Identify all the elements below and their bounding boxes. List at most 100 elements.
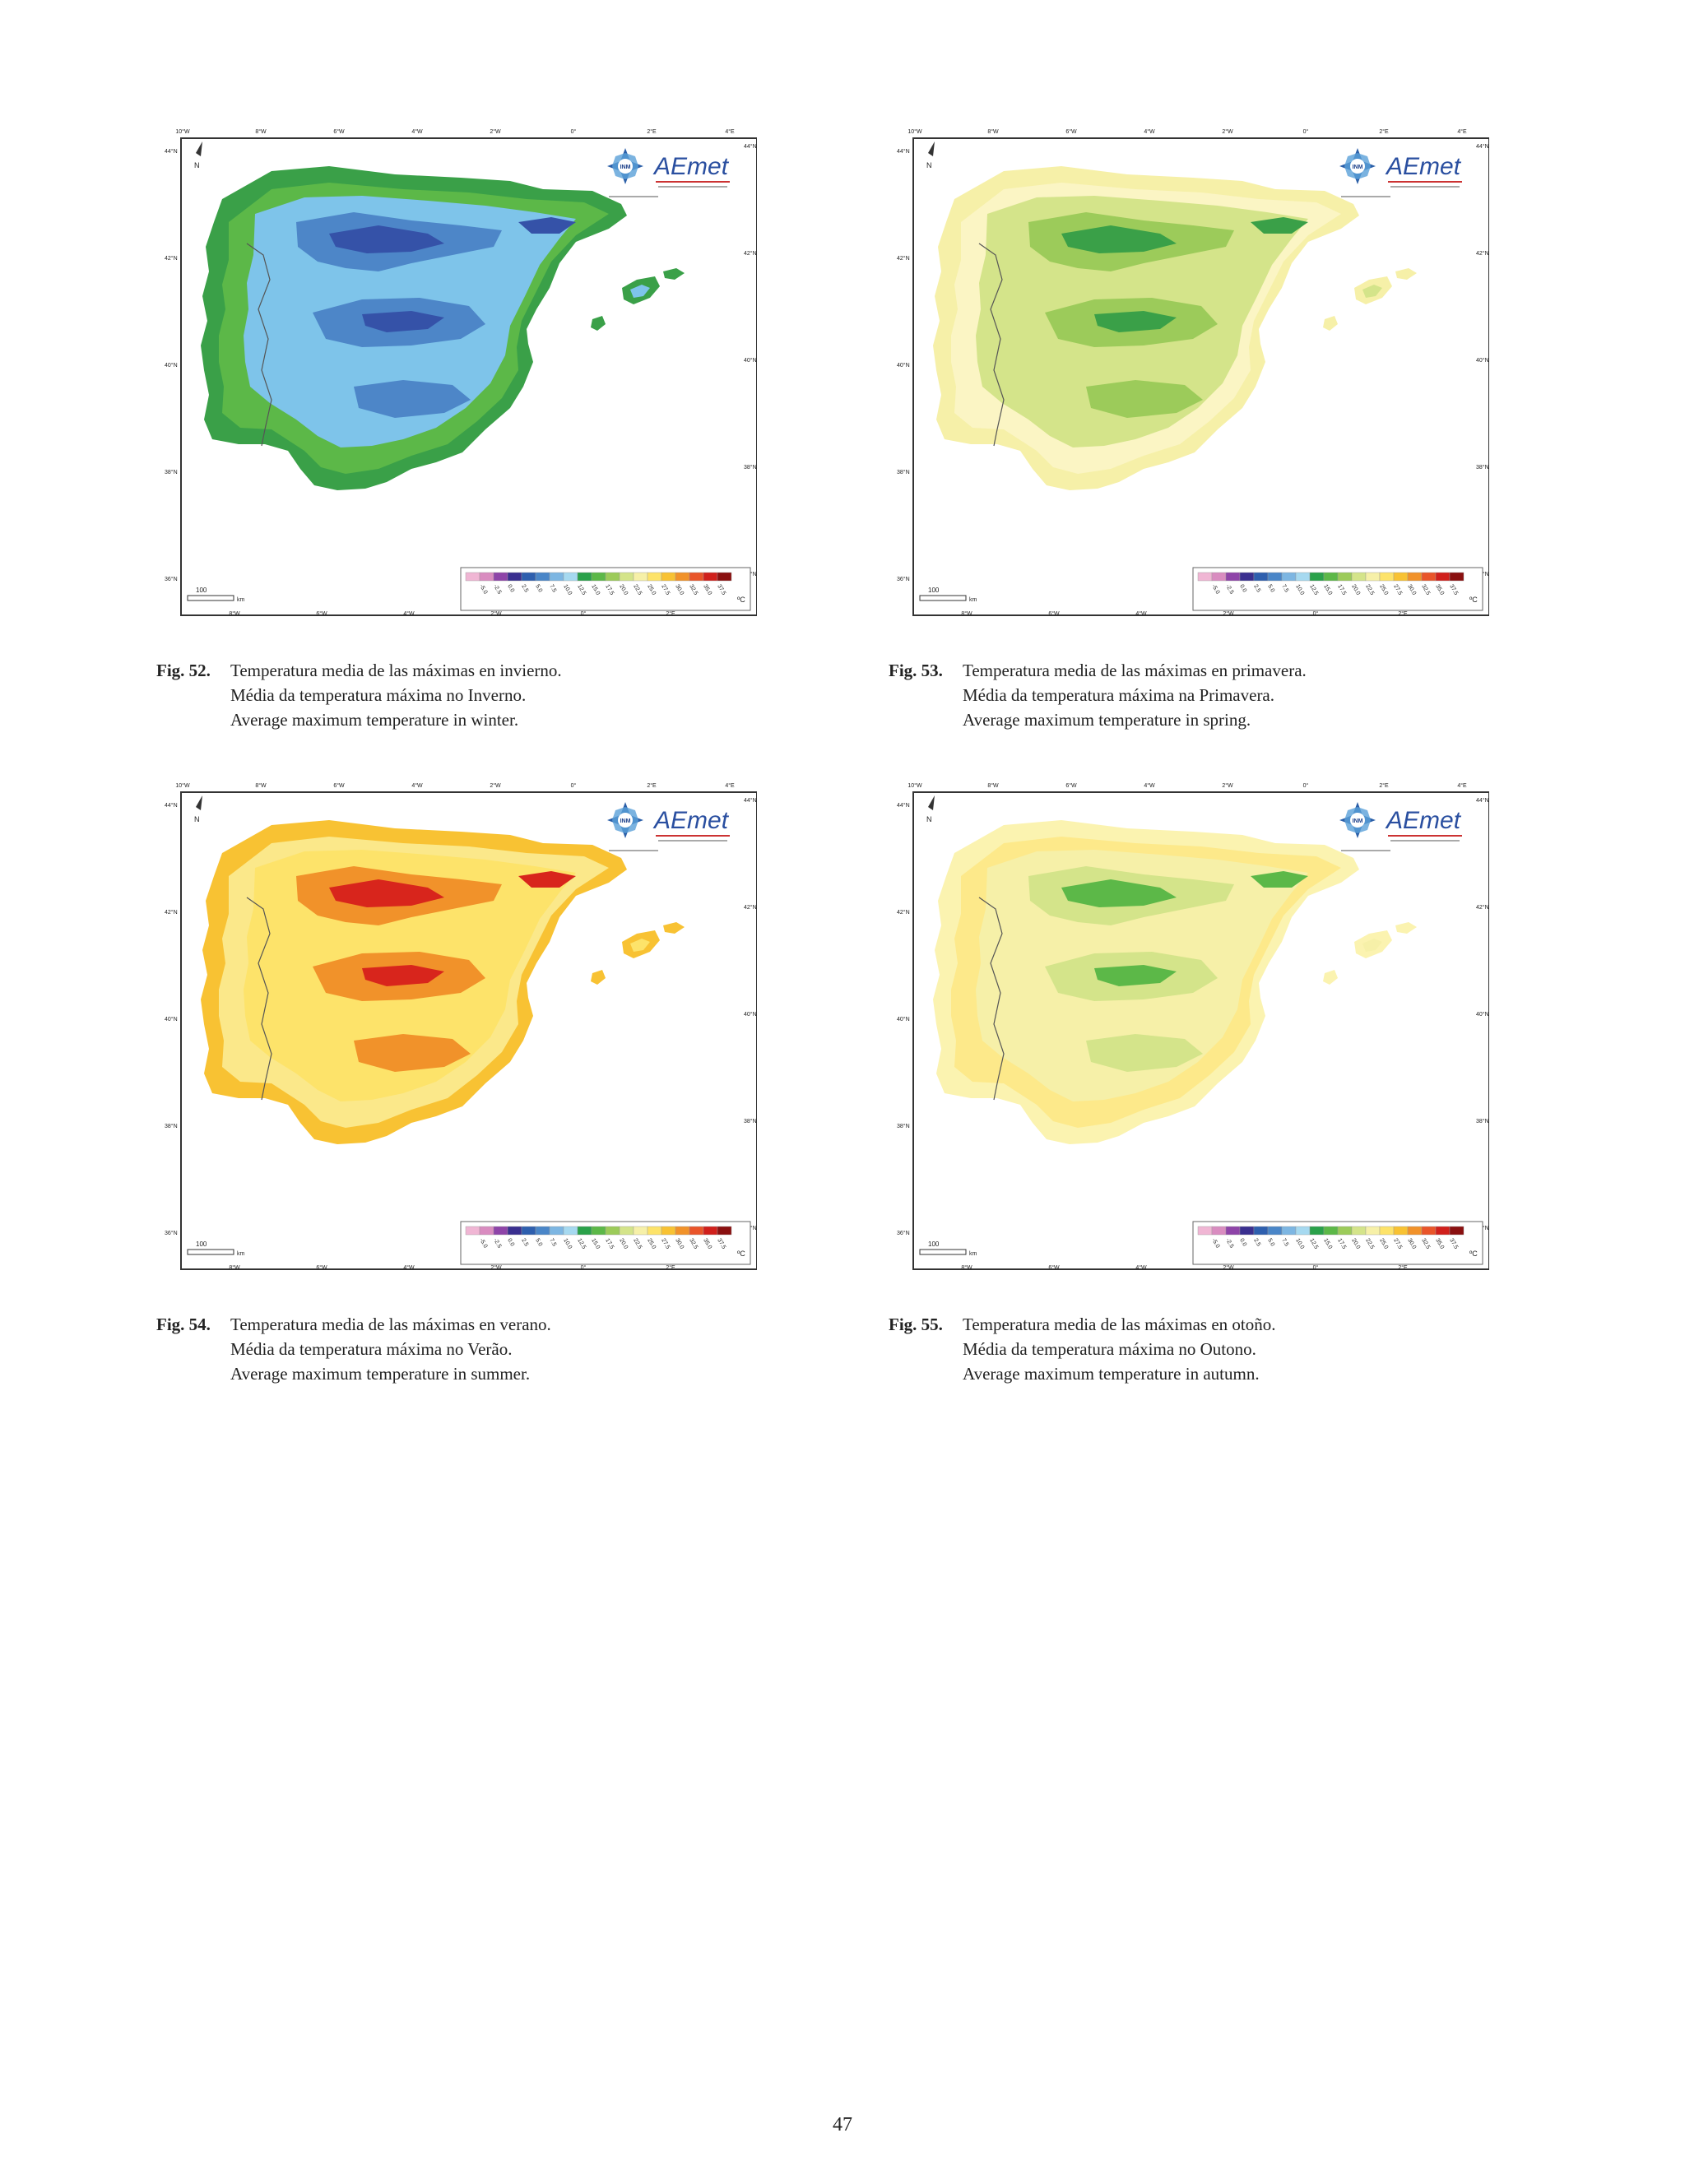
legend-swatch xyxy=(1281,1226,1297,1236)
legend-swatch xyxy=(703,572,718,582)
legend-swatch xyxy=(1309,572,1325,582)
latitude-tick-label: 42°N xyxy=(1476,904,1489,911)
aemet-logo: INM AEmet xyxy=(1339,148,1462,197)
latitude-tick-label: 44°N xyxy=(1476,143,1489,150)
latitude-tick-label: 36°N xyxy=(897,1230,910,1236)
legend-swatch xyxy=(689,1226,704,1236)
legend-swatch xyxy=(1281,572,1297,582)
longitude-ticks-bottom: 8°W 6°W 4°W 2°W 0° 2°E xyxy=(961,610,1408,617)
longitude-tick-label: 6°W xyxy=(316,610,327,617)
legend-swatch xyxy=(1379,1226,1395,1236)
latitude-tick-label: 38°N xyxy=(897,469,910,475)
legend-swatch xyxy=(689,572,704,582)
latitude-tick-label: 38°N xyxy=(165,1123,178,1129)
figure-panel: 10°W 8°W 6°W 4°W 2°W 0° 2°E 4°E 8°W 6°W 4°W 2°W 0° 2… xyxy=(889,777,1489,1384)
temperature-map: 10°W 8°W 6°W 4°W 2°W 0° 2°E 4°E 8°W 6°W 4°W 2°W 0° 2… xyxy=(897,782,1489,1271)
caption-line: Average maximum temperature in spring. xyxy=(963,710,1251,730)
latitude-tick-label: 40°N xyxy=(897,362,910,369)
latitude-tick-label: 36°N xyxy=(897,576,910,582)
legend-swatch xyxy=(1449,572,1465,582)
latitude-tick-label: 42°N xyxy=(744,904,757,911)
latitude-tick-label: 42°N xyxy=(744,250,757,257)
legend-value: 0.0 xyxy=(506,1238,515,1248)
aemet-logo: INM AEmet xyxy=(607,148,730,197)
legend-value: 5.0 xyxy=(534,584,543,594)
latitude-tick-label: 44°N xyxy=(744,797,757,804)
longitude-tick-label: 6°W xyxy=(333,128,345,135)
latitude-tick-label: 38°N xyxy=(744,464,757,471)
page-number: 47 xyxy=(833,2114,852,2135)
legend-swatch xyxy=(479,572,494,582)
legend-swatch xyxy=(633,1226,648,1236)
svg-text:km: km xyxy=(969,1251,977,1257)
longitude-tick-label: 4°W xyxy=(411,128,423,135)
temperature-legend: -5.0 -2.5 0.0 2.5 5.0 7.5 10.0 12.5 15.0 17.5 20.0… xyxy=(460,1221,751,1265)
longitude-tick-label: 0° xyxy=(581,610,587,617)
legend-swatch xyxy=(633,572,648,582)
latitude-tick-label: 36°N xyxy=(165,576,178,582)
legend-swatch xyxy=(1393,1226,1409,1236)
legend-swatch xyxy=(1211,572,1227,582)
caption-line: Média da temperatura máxima no Outono. xyxy=(963,1339,1256,1359)
longitude-tick-label: 6°W xyxy=(1048,610,1060,617)
legend-swatch xyxy=(619,1226,634,1236)
latitude-tick-label: 40°N xyxy=(897,1016,910,1022)
legend-swatch xyxy=(591,572,606,582)
scale-bar: 100 km xyxy=(187,1240,245,1257)
temperature-legend: -5.0 -2.5 0.0 2.5 5.0 7.5 10.0 12.5 15.0 17.5 20.0… xyxy=(1192,567,1483,611)
longitude-tick-label: 2°W xyxy=(1222,782,1233,789)
legend-swatch xyxy=(1407,572,1423,582)
legend-swatch xyxy=(507,572,522,582)
legend-swatch xyxy=(479,1226,494,1236)
legend-swatch xyxy=(661,572,676,582)
svg-text:AEmet: AEmet xyxy=(1385,153,1462,180)
legend-value: 2.5 xyxy=(1252,1238,1261,1248)
longitude-ticks-top: 10°W 8°W 6°W 4°W 2°W 0° 2°E 4°E xyxy=(175,128,735,135)
iberian-peninsula xyxy=(201,166,627,490)
legend-swatch xyxy=(465,572,480,582)
legend-value: 5.0 xyxy=(1266,584,1275,594)
longitude-tick-label: 4°W xyxy=(1144,782,1155,789)
latitude-tick-label: 38°N xyxy=(744,1118,757,1124)
legend-swatch xyxy=(647,572,662,582)
legend-value: 2.5 xyxy=(520,584,529,594)
caption-line: Média da temperatura máxima na Primavera… xyxy=(963,685,1275,705)
legend-swatch xyxy=(535,572,550,582)
figure-panel: 10°W 8°W 6°W 4°W 2°W 0° 2°E 4°E 8°W 6°W 4°W 2°W 0° 2… xyxy=(889,123,1489,730)
figure-caption: Fig. 55. Temperatura media de las máxima… xyxy=(889,1312,1514,1394)
figure-number: Fig. 55. xyxy=(889,1315,943,1334)
longitude-tick-label: 8°W xyxy=(229,610,240,617)
svg-text:km: km xyxy=(237,1251,245,1257)
longitude-ticks-top: 10°W 8°W 6°W 4°W 2°W 0° 2°E 4°E xyxy=(907,128,1467,135)
legend-swatch xyxy=(563,1226,578,1236)
longitude-tick-label: 0° xyxy=(1303,128,1309,135)
legend-swatch xyxy=(1225,1226,1241,1236)
legend-swatch xyxy=(1267,1226,1283,1236)
longitude-tick-label: 6°W xyxy=(1065,128,1077,135)
latitude-tick-label: 44°N xyxy=(165,802,178,809)
longitude-tick-label: 2°E xyxy=(666,610,675,617)
caption-line: Média da temperatura máxima no Verão. xyxy=(230,1339,513,1359)
caption-line: Média da temperatura máxima no Inverno. xyxy=(230,685,527,705)
north-arrow-icon: N xyxy=(926,141,935,169)
longitude-tick-label: 4°W xyxy=(403,610,415,617)
scale-bar: 100 km xyxy=(919,587,977,603)
balearic-islands xyxy=(591,268,685,331)
caption-line: Temperatura media de las máximas en otoñ… xyxy=(963,1315,1276,1334)
latitude-ticks-left: 44°N 42°N 40°N 38°N 36°N xyxy=(165,802,178,1236)
longitude-tick-label: 2°E xyxy=(647,128,657,135)
caption-line: Temperatura media de las máximas en prim… xyxy=(963,661,1307,680)
legend-swatch xyxy=(1267,572,1283,582)
svg-text:INM: INM xyxy=(620,818,631,824)
iberian-peninsula xyxy=(201,820,627,1144)
longitude-tick-label: 6°W xyxy=(1048,1264,1060,1271)
aemet-logo: INM AEmet xyxy=(607,802,730,851)
latitude-tick-label: 40°N xyxy=(744,1011,757,1018)
svg-text:km: km xyxy=(969,597,977,603)
scale-bar: 100 km xyxy=(187,587,245,603)
longitude-tick-label: 10°W xyxy=(175,782,190,789)
figure-number: Fig. 52. xyxy=(156,661,211,680)
iberian-peninsula xyxy=(933,166,1359,490)
temperature-map: 10°W 8°W 6°W 4°W 2°W 0° 2°E 4°E 8°W 6°W 4°W 2°W 0° 2… xyxy=(165,128,757,617)
longitude-tick-label: 2°E xyxy=(1398,1264,1408,1271)
